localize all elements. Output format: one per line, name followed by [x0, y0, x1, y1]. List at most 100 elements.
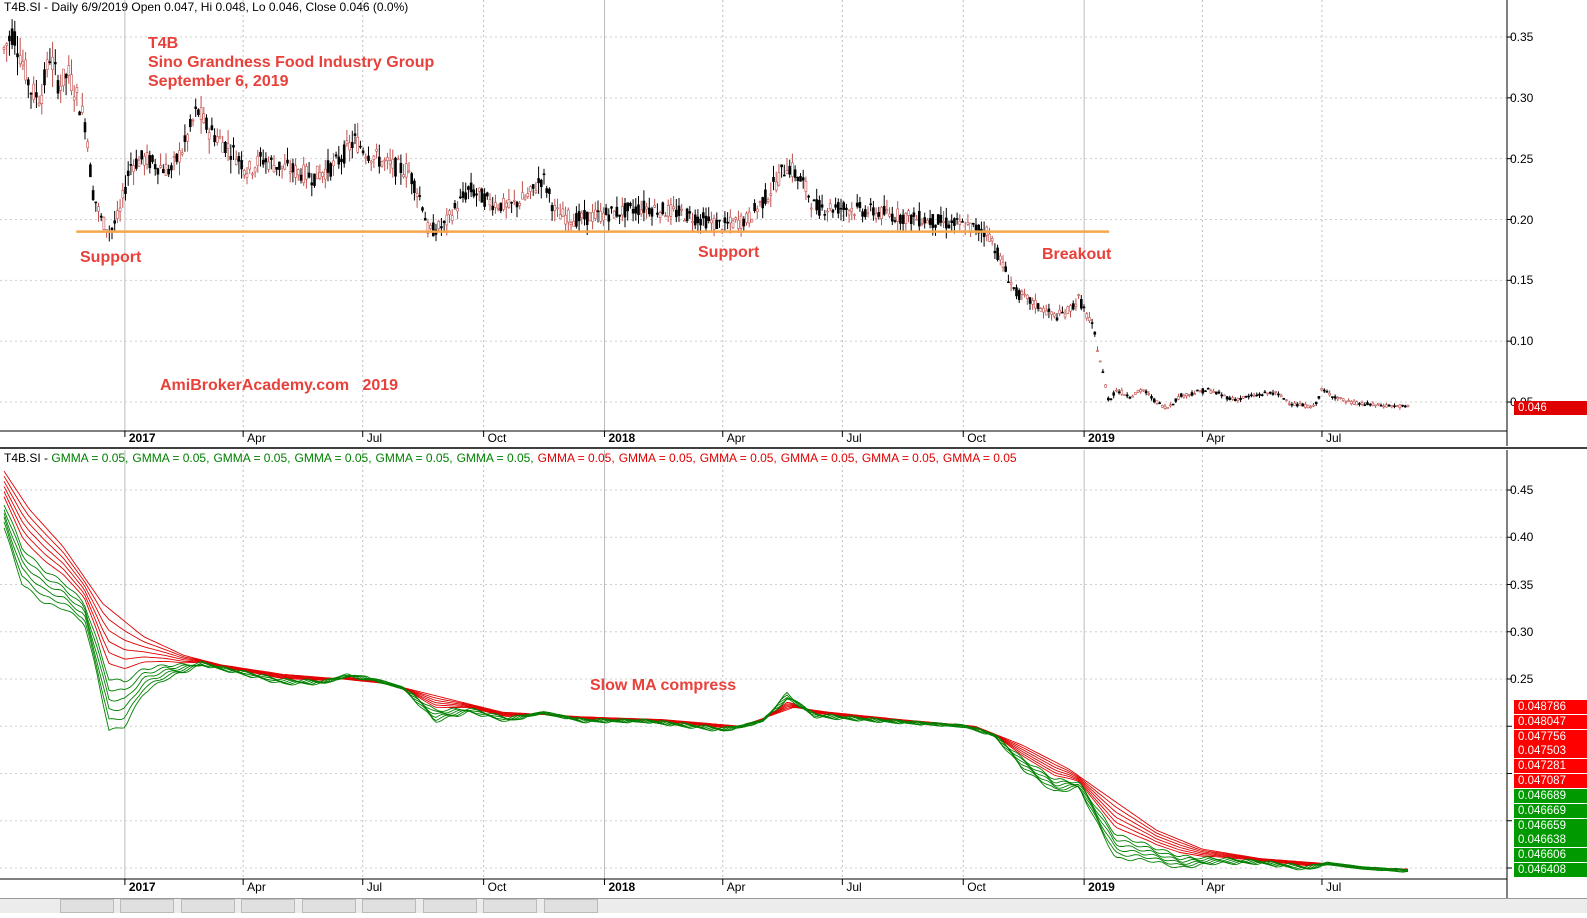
- candle-body: [1368, 403, 1372, 406]
- candle-body: [264, 158, 268, 163]
- candle-body: [782, 174, 786, 177]
- candle-body: [1066, 306, 1070, 314]
- candle-body: [777, 172, 781, 186]
- candle-body: [820, 204, 824, 208]
- candle-body: [1190, 392, 1194, 396]
- candle-body: [1031, 300, 1034, 305]
- ticker-annotation: T4B: [148, 35, 179, 52]
- price-pane[interactable]: T4B.SI - Daily 6/9/2019 Open 0.047, Hi 0…: [0, 0, 1587, 446]
- candle-body: [361, 150, 365, 154]
- candle-body: [170, 165, 173, 171]
- chart-canvas[interactable]: [0, 0, 1587, 898]
- candle-body: [199, 107, 203, 120]
- candle-body: [269, 157, 273, 160]
- candle-body: [323, 168, 327, 180]
- candle-body: [966, 222, 970, 225]
- sheet-tab[interactable]: [483, 899, 538, 913]
- gmma-slow-line: [3, 475, 1409, 870]
- candle-body: [645, 206, 648, 210]
- candle-body: [1379, 404, 1383, 407]
- candle-body: [1363, 404, 1367, 407]
- candle-body: [1080, 299, 1083, 309]
- candle-body: [912, 212, 916, 217]
- breakout-label: Breakout: [1042, 246, 1112, 263]
- candle-body: [831, 209, 835, 213]
- candle-body: [974, 224, 978, 232]
- candle-body: [593, 209, 597, 219]
- candle-body: [1385, 404, 1388, 408]
- candle-body: [529, 186, 532, 192]
- candle-body: [210, 125, 214, 131]
- candle-body: [153, 164, 157, 170]
- candle-body: [1144, 390, 1148, 394]
- candle-body: [135, 158, 138, 169]
- candle-body: [245, 173, 249, 178]
- gmma-slow-value-badge: 0.047281: [1514, 759, 1587, 774]
- candle-body: [70, 74, 73, 92]
- sheet-tab[interactable]: [362, 899, 417, 913]
- candle-body: [1328, 393, 1331, 396]
- sheet-tab[interactable]: [120, 899, 175, 913]
- candle-body: [1341, 398, 1345, 401]
- candle-body: [372, 155, 376, 160]
- gmma-legend-item: GMMA = 0.05,: [699, 451, 777, 465]
- candle-body: [86, 141, 89, 149]
- candle-body: [62, 68, 65, 87]
- candle-body: [164, 164, 168, 176]
- sheet-tab[interactable]: [241, 899, 296, 913]
- candle-body: [936, 214, 940, 225]
- sheet-tab[interactable]: [543, 899, 598, 913]
- candle-body: [216, 136, 219, 143]
- sheet-tab[interactable]: [180, 899, 235, 913]
- candle-body: [1009, 282, 1013, 285]
- candle-body: [1139, 389, 1142, 393]
- candle-body: [958, 220, 962, 225]
- candle-body: [367, 155, 370, 161]
- candle-body: [475, 193, 478, 196]
- candle-body: [1152, 398, 1156, 403]
- candle-body: [1314, 401, 1318, 405]
- candle-body: [512, 200, 516, 202]
- sheet-tab[interactable]: [422, 899, 477, 913]
- gmma-x-tick-label: Jul: [366, 880, 383, 894]
- candle-body: [1247, 395, 1250, 398]
- candle-body: [275, 166, 279, 170]
- candle-body: [5, 43, 8, 46]
- gmma-pane[interactable]: T4B.SI - GMMA = 0.05, GMMA = 0.05, GMMA = …: [0, 450, 1587, 898]
- candle-body: [340, 158, 343, 163]
- candle-body: [858, 202, 862, 208]
- candle-body: [801, 177, 805, 181]
- candle-body: [753, 203, 756, 212]
- candle-body: [288, 171, 292, 174]
- gmma-legend-item: GMMA = 0.05,: [861, 451, 939, 465]
- candle-body: [1212, 390, 1215, 393]
- candle-body: [915, 218, 918, 221]
- candle-body: [1117, 391, 1121, 394]
- gmma-y-tick-label: 0.45: [1510, 483, 1534, 497]
- gmma-legend-item: GMMA = 0.05,: [537, 451, 615, 465]
- candle-body: [477, 187, 481, 192]
- candle-body: [607, 214, 611, 222]
- candle-body: [658, 212, 662, 218]
- candle-body: [391, 158, 395, 169]
- candle-body: [1128, 396, 1132, 399]
- candle-body: [1063, 313, 1067, 318]
- candle-body: [1042, 307, 1045, 313]
- price-y-tick-label: 0.15: [1510, 273, 1534, 288]
- candle-body: [988, 233, 991, 242]
- candle-body: [32, 83, 36, 100]
- candle-body: [1393, 405, 1396, 407]
- sheet-tab[interactable]: [301, 899, 356, 913]
- candle-body: [1339, 397, 1342, 399]
- candle-body: [869, 203, 873, 206]
- candle-body: [1177, 396, 1180, 400]
- sheet-tab[interactable]: [60, 899, 114, 913]
- candle-body: [218, 136, 222, 139]
- gmma-legend-item: GMMA = 0.05,: [213, 451, 291, 465]
- candle-body: [488, 199, 492, 206]
- candle-body: [1085, 313, 1088, 319]
- candle-body: [674, 209, 678, 218]
- sheet-tabs[interactable]: [0, 898, 1587, 913]
- candle-body: [629, 203, 632, 207]
- candle-body: [369, 160, 373, 164]
